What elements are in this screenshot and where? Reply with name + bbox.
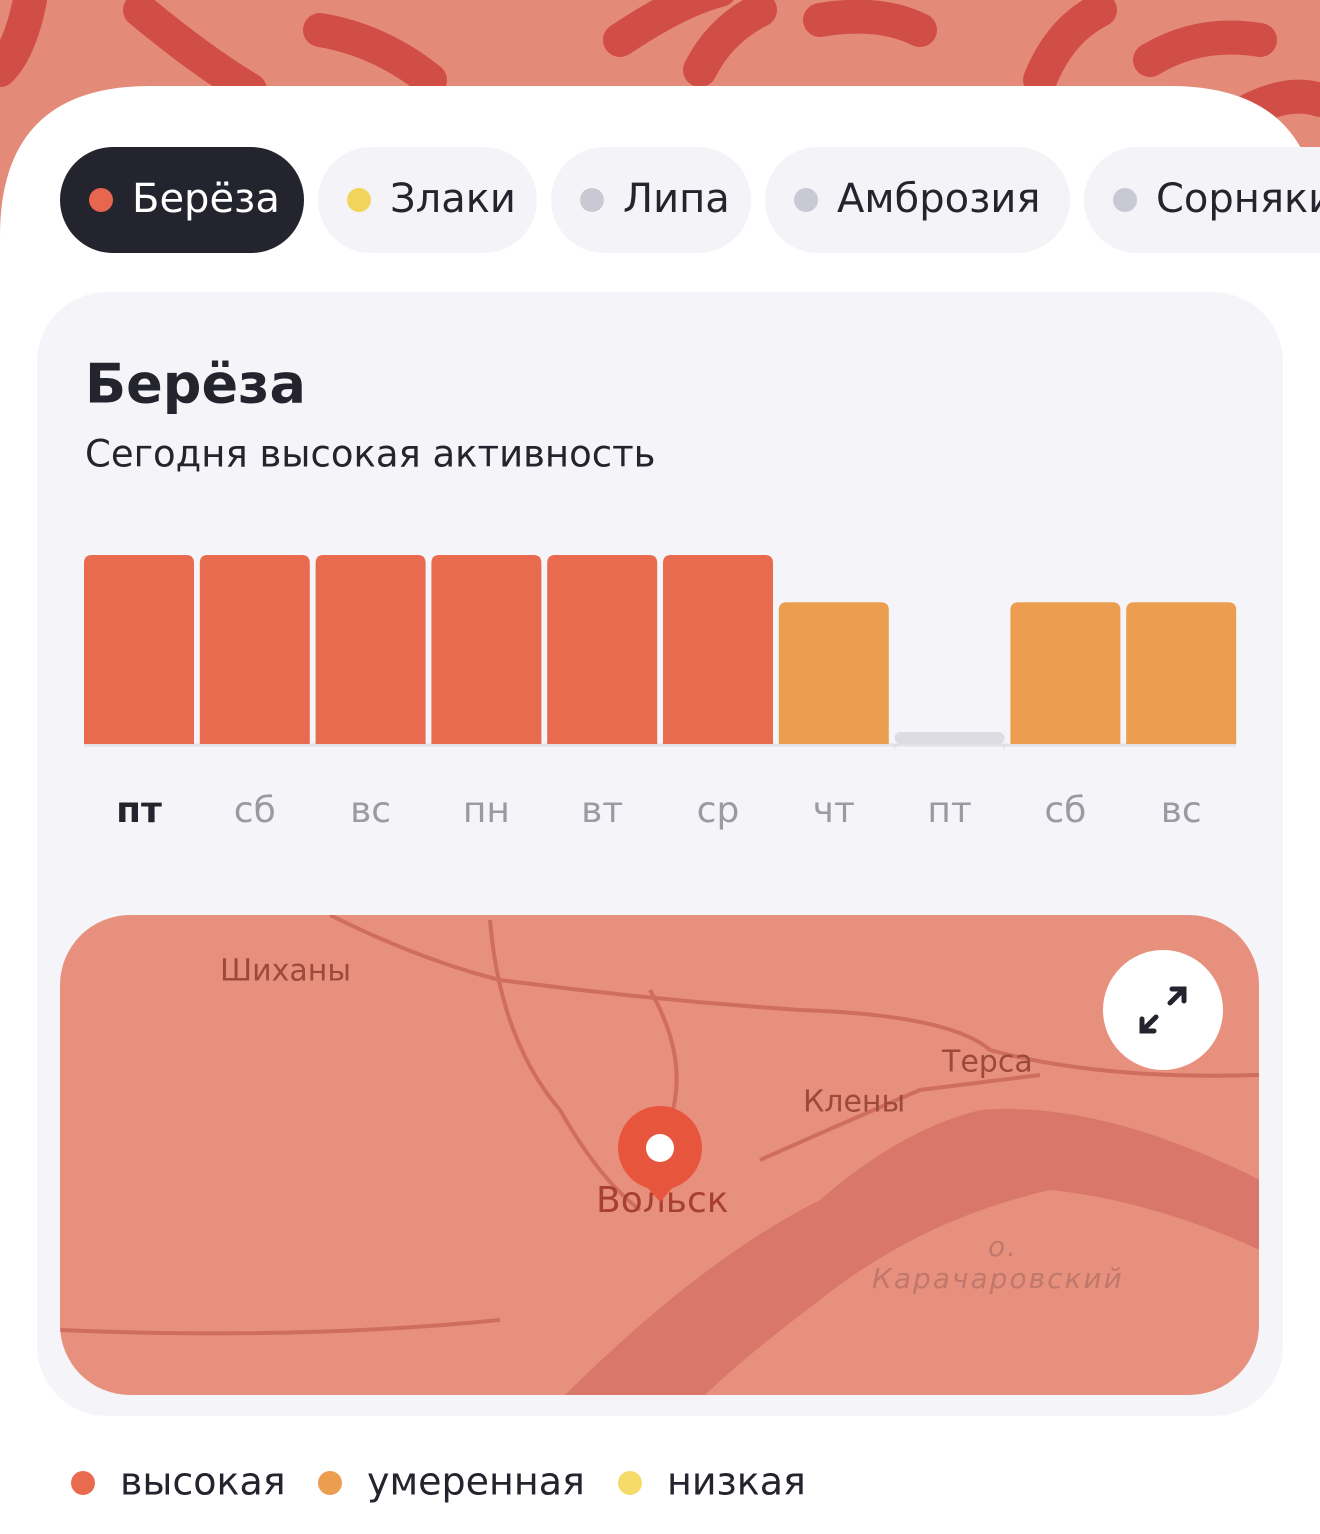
bar xyxy=(431,555,542,744)
tab[interactable] xyxy=(60,147,304,253)
bar-track xyxy=(894,732,1005,744)
pin-dot xyxy=(646,1134,674,1162)
bar xyxy=(1126,602,1237,744)
card-title: Берёза xyxy=(85,353,306,416)
x-tick-label: пт xyxy=(116,790,162,831)
legend-label: высокая xyxy=(120,1460,286,1504)
decor xyxy=(0,0,1320,127)
tab-label: Берёза xyxy=(132,176,280,222)
bar xyxy=(778,602,889,744)
expand-button[interactable] xyxy=(1103,950,1223,1070)
tab-dot xyxy=(794,188,818,212)
x-tick-label: чт xyxy=(813,790,855,831)
x-tick-label: ср xyxy=(697,790,740,831)
bar xyxy=(199,555,310,744)
x-tick-label: вс xyxy=(1161,790,1202,831)
x-tick-label: сб xyxy=(1044,790,1086,831)
map-label: Терса xyxy=(941,1045,1033,1080)
x-tick-label: сб xyxy=(234,790,276,831)
map-label: о. xyxy=(988,1230,1018,1263)
map-label: Карачаровский xyxy=(872,1262,1124,1295)
legend-dot xyxy=(618,1471,642,1495)
expand-icon xyxy=(1139,986,1187,1034)
tabs: Берёза Злаки Липа Амброзия Сорняки xyxy=(60,147,1320,253)
bar xyxy=(663,555,773,744)
tab-label: Липа xyxy=(623,176,730,222)
tab-dot xyxy=(347,188,371,212)
tab[interactable] xyxy=(318,147,537,253)
legend: высокая умеренная низкая xyxy=(71,1460,806,1504)
bar xyxy=(315,555,426,744)
legend-label: низкая xyxy=(667,1460,806,1504)
tab-label: Сорняки xyxy=(1156,176,1320,222)
tab-dot xyxy=(580,188,604,212)
x-tick-label: вс xyxy=(350,790,391,831)
bar xyxy=(1010,602,1121,744)
tab-dot xyxy=(1113,188,1137,212)
x-tick-label: вт xyxy=(581,790,623,831)
x-tick-label: пн xyxy=(463,790,510,831)
x-tick-label: пт xyxy=(927,790,972,831)
river xyxy=(560,1108,1259,1395)
pin-tail xyxy=(645,1185,675,1202)
legend-dot xyxy=(318,1471,342,1495)
bar xyxy=(547,555,658,744)
tab-dot xyxy=(89,188,113,212)
card-subtitle: Сегодня высокая активность xyxy=(85,433,655,476)
chart: пт сб вс пн вт ср чт пт сб вс xyxy=(84,555,1237,831)
bar xyxy=(84,555,194,744)
map-label: Шиханы xyxy=(220,954,351,989)
tab-label: Злаки xyxy=(390,176,516,222)
map-label: Клены xyxy=(803,1085,905,1120)
tab[interactable] xyxy=(551,147,751,253)
tab-label: Амброзия xyxy=(837,176,1040,222)
legend-label: умеренная xyxy=(367,1460,585,1504)
legend-dot xyxy=(71,1471,95,1495)
tab[interactable] xyxy=(1084,147,1320,253)
tab[interactable] xyxy=(765,147,1070,253)
roads xyxy=(60,915,1259,1336)
